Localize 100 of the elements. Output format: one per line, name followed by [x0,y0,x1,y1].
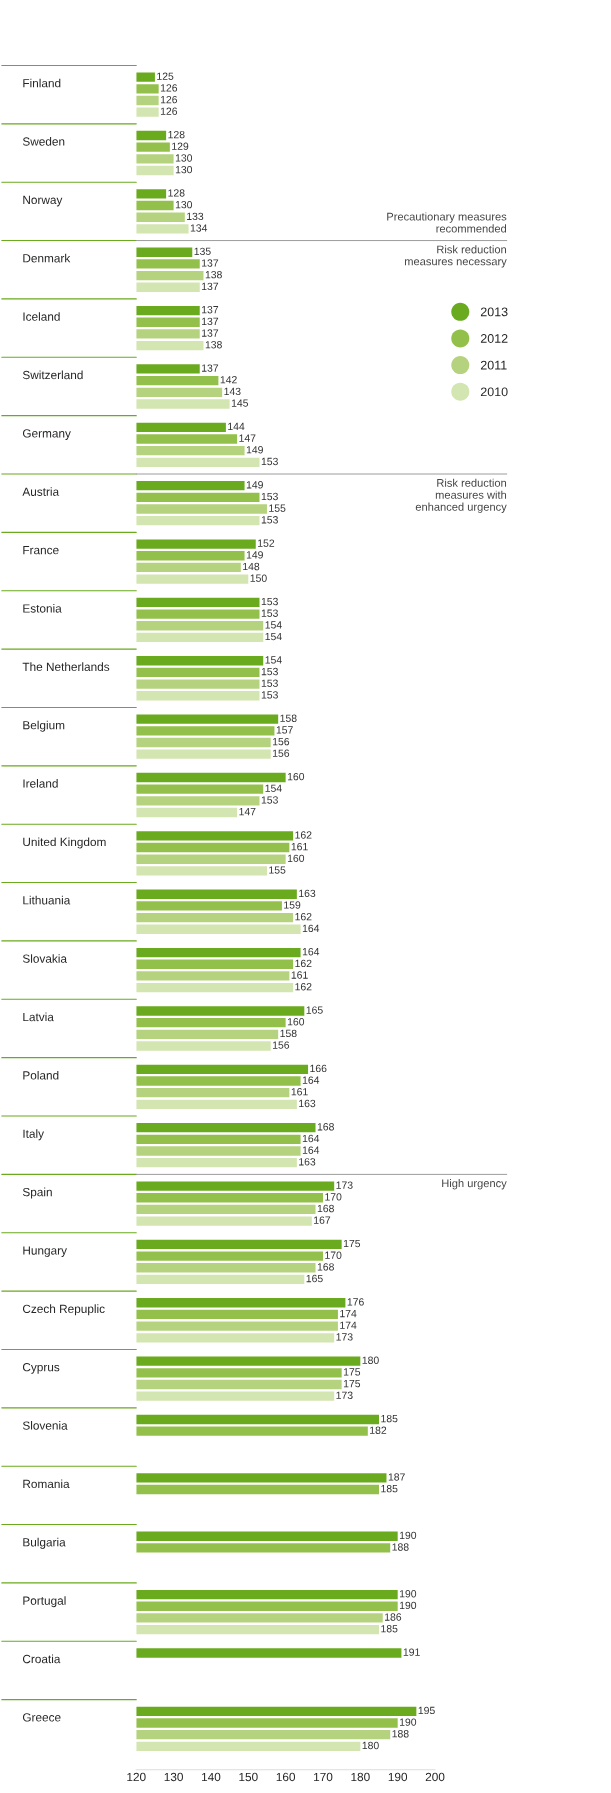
legend-label: 2013 [480,307,508,317]
data-label: 153 [261,597,278,606]
ref-line-label: Risk reduction measures necessary [404,245,507,268]
data-label: 185 [381,1625,398,1633]
data-label: 137 [202,364,219,372]
data-label: 128 [168,189,185,197]
data-label: 168 [317,1204,334,1213]
data-label: 165 [306,1006,323,1014]
data-label: 174 [340,1309,357,1318]
data-label: 165 [306,1274,323,1283]
data-label: 153 [261,796,278,804]
y-tick-label: Poland [23,1070,59,1080]
y-tick-label: Romania [23,1479,70,1489]
legend-label: 2011 [480,360,507,370]
data-label: 175 [343,1239,361,1248]
data-label: 173 [336,1333,353,1341]
ref-line-label: Risk reduction measures with enhanced urgency [415,478,507,513]
data-label: 150 [250,574,267,582]
data-label: 185 [381,1414,398,1423]
data-label: 170 [325,1193,342,1201]
data-label: 147 [239,808,256,816]
data-label: 137 [202,329,219,337]
data-label: 164 [302,1134,320,1143]
y-tick-label: Norway [23,195,63,207]
x-tick-label: 190 [388,1772,408,1782]
data-label: 137 [202,306,219,314]
data-label: 135 [194,247,211,256]
data-label: 190 [399,1531,417,1540]
y-tick-label: Iceland [23,312,60,321]
data-label: 162 [295,983,312,991]
data-label: 130 [175,200,193,209]
data-label: 159 [284,901,301,909]
data-label: 166 [310,1064,327,1073]
data-label: 153 [261,516,278,524]
data-label: 148 [243,562,260,571]
y-tick-label: Belgium [23,720,65,732]
y-tick-label: Switzerland [22,370,83,380]
data-label: 188 [392,1730,409,1738]
data-label: 162 [295,959,312,968]
y-tick-label: Portugal [23,1596,66,1608]
data-label: 153 [261,691,278,699]
data-label: 173 [336,1391,353,1399]
data-label: 190 [399,1718,417,1726]
data-label: 190 [399,1601,417,1610]
data-label: 153 [261,492,278,501]
data-label: 156 [272,737,290,746]
data-label: 170 [325,1251,342,1259]
data-label: 154 [265,656,282,664]
x-tick-label: 180 [351,1772,370,1782]
x-tick-label: 130 [164,1772,183,1782]
y-tick-label: Denmark [23,253,71,263]
data-label: 186 [385,1613,402,1621]
data-label: 126 [160,95,178,104]
data-label: 180 [362,1741,379,1750]
data-label: 163 [299,889,316,898]
data-label: 180 [362,1356,379,1364]
data-label: 174 [340,1321,357,1329]
y-tick-label: Slovenia [22,1421,68,1430]
y-tick-label: France [23,546,59,555]
data-label: 125 [157,72,174,80]
x-tick-label: 150 [239,1772,258,1782]
data-label: 126 [160,84,178,92]
data-label: 155 [269,866,286,874]
data-label: 190 [399,1590,417,1598]
data-label: 129 [172,142,189,150]
data-label: 155 [269,504,286,512]
data-label: 153 [261,667,278,676]
data-label: 152 [258,539,275,547]
data-label: 128 [168,130,185,139]
y-tick-label: Germany [22,429,71,440]
data-label: 156 [272,749,290,757]
data-label: 154 [265,784,282,792]
y-tick-label: Estonia [23,603,62,613]
y-tick-label: The Netherlands [22,662,110,672]
y-tick-label: Hungary [23,1246,67,1257]
data-label: 175 [343,1380,361,1388]
y-tick-label: Austria [22,487,60,496]
data-label: 161 [291,842,308,851]
data-label: 130 [175,154,193,162]
x-tick-label: 120 [127,1772,146,1782]
data-label: 175 [343,1368,361,1376]
y-tick-label: United Kingdom [23,837,106,849]
data-label: 164 [302,1146,320,1154]
legend-label: 2010 [480,387,508,397]
data-label: 163 [299,1158,316,1166]
data-label: 134 [190,224,208,232]
data-label: 149 [246,551,263,559]
y-tick-label: Czech Repuplic [22,1304,105,1316]
annotation: Precautionary measures recommended [387,212,507,233]
data-label: 182 [370,1426,387,1434]
data-label: 160 [287,854,305,863]
data-label: 138 [205,341,222,349]
data-label: 164 [302,1076,320,1084]
y-tick-label: Cyprus [22,1363,60,1374]
data-label: 187 [388,1473,405,1481]
data-label: 126 [160,107,178,115]
data-label: 173 [336,1181,353,1189]
data-label: 153 [261,457,278,466]
y-tick-label: Italy [23,1129,44,1141]
x-tick-label: 160 [276,1772,296,1782]
